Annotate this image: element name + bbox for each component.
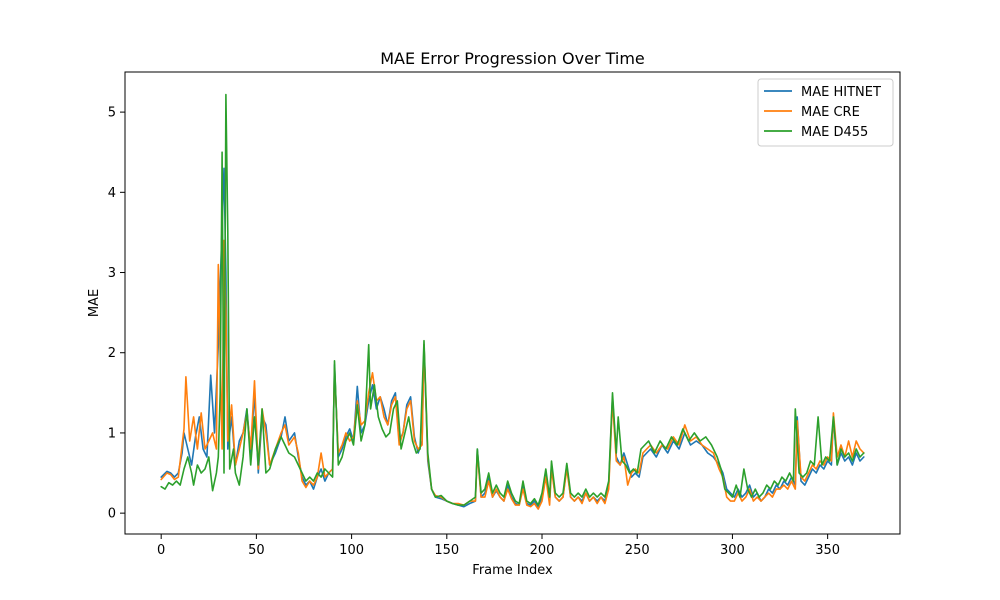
x-axis-label: Frame Index xyxy=(472,563,553,578)
x-tick-label: 150 xyxy=(434,543,459,558)
legend-label-d455: MAE D455 xyxy=(801,125,868,140)
series-line-hitnet xyxy=(160,167,865,508)
x-tick-label: 0 xyxy=(157,543,165,558)
legend-label-cre: MAE CRE xyxy=(801,105,860,120)
x-axis-ticks: 0 50 100 150 200 250 300 350 xyxy=(157,534,840,558)
legend: MAE HITNET MAE CRE MAE D455 xyxy=(757,78,894,147)
y-tick-label: 2 xyxy=(108,346,116,361)
x-tick-label: 300 xyxy=(720,543,745,558)
x-tick-label: 50 xyxy=(248,543,265,558)
series-layer xyxy=(160,93,865,510)
series-line-cre xyxy=(160,239,865,510)
x-tick-label: 200 xyxy=(530,543,555,558)
y-tick-label: 4 xyxy=(108,186,116,201)
y-tick-label: 3 xyxy=(108,266,116,281)
plot-frame xyxy=(124,71,901,535)
series-line-d455 xyxy=(160,93,865,506)
x-tick-label: 100 xyxy=(339,543,364,558)
y-tick-label: 0 xyxy=(108,507,116,522)
legend-box xyxy=(757,78,894,147)
chart-title: MAE Error Progression Over Time xyxy=(380,49,645,68)
y-tick-label: 5 xyxy=(108,106,116,121)
y-axis-ticks: 0 1 2 3 4 5 xyxy=(108,106,125,522)
x-tick-label: 250 xyxy=(625,543,650,558)
y-axis-label: MAE xyxy=(87,289,102,317)
y-tick-label: 1 xyxy=(108,426,116,441)
legend-label-hitnet: MAE HITNET xyxy=(801,85,881,100)
x-tick-label: 350 xyxy=(815,543,840,558)
